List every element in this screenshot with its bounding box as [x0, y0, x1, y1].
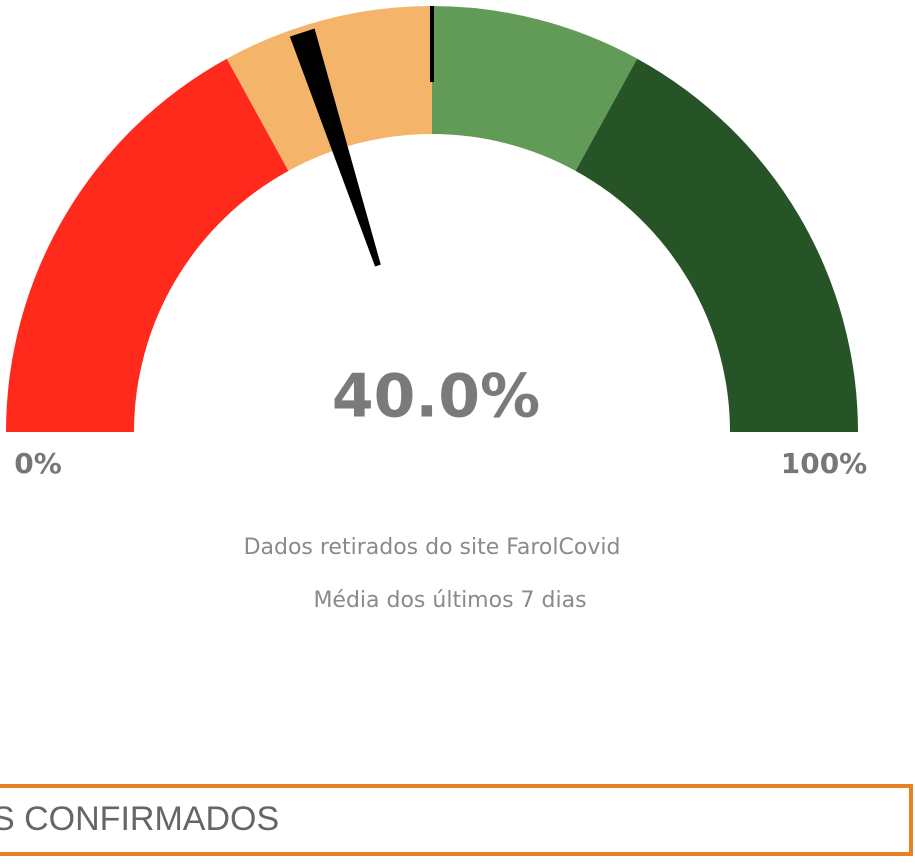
gauge-band: [6, 58, 289, 432]
gauge-band: [432, 6, 638, 171]
tick-label: 100%: [781, 447, 868, 480]
note: Dados retirados do site FarolCovid: [244, 535, 621, 560]
gauge-needle: [289, 28, 381, 267]
section-box: [0, 784, 913, 856]
gauge-band: [575, 58, 858, 432]
gauge-value-label: 40.0%: [332, 362, 540, 432]
tick-label: 0%: [14, 447, 62, 480]
section-title: S CONFIRMADOS: [0, 800, 279, 838]
note: Média dos últimos 7 dias: [313, 588, 586, 613]
